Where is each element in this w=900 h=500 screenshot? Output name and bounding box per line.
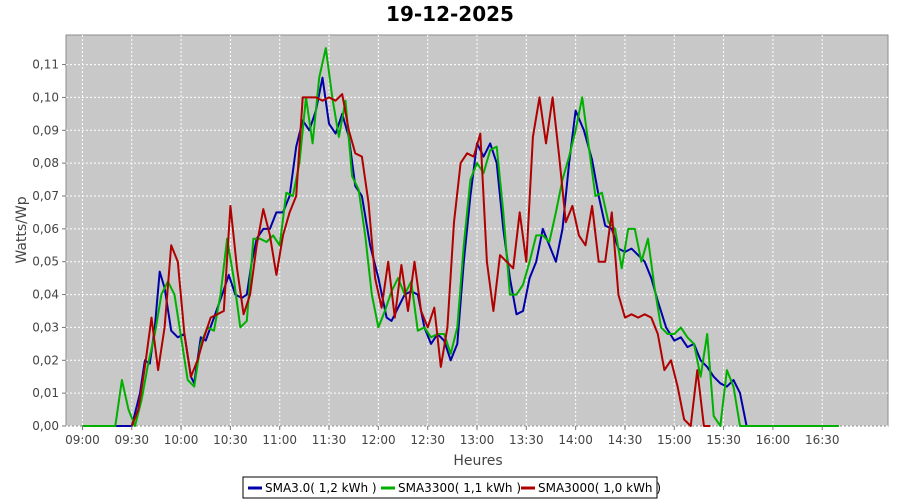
x-tick-label: 10:30 (213, 433, 248, 447)
x-tick-label: 16:00 (756, 433, 791, 447)
y-axis-label: Watts/Wp (14, 196, 30, 263)
y-tick-label: 0,03 (32, 320, 59, 334)
y-tick-label: 0,05 (32, 255, 59, 269)
x-tick-label: 09:30 (114, 433, 149, 447)
x-tick-labels: 09:00 09:30 10:00 10:30 11:00 11:30 12:00 12:30… (65, 433, 839, 447)
axes (62, 64, 823, 430)
y-tick-label: 0,08 (32, 156, 59, 170)
series-line-3 (130, 93, 711, 427)
x-tick-label: 16:30 (805, 433, 840, 447)
legend: SMA3.0( 1,2 kWh ) SMA3300( 1,1 kWh ) SMA30… (242, 476, 661, 499)
y-tick-label: 0,01 (32, 386, 59, 400)
x-tick-label: 09:00 (65, 433, 100, 447)
x-tick-label: 15:00 (657, 433, 692, 447)
x-tick-label: 11:30 (312, 433, 347, 447)
grid-lines (66, 35, 888, 427)
y-tick-label: 0,11 (32, 58, 59, 72)
series-lines (82, 47, 839, 427)
legend-label: SMA3.0( 1,2 kWh ) (265, 481, 377, 495)
x-tick-label: 15:30 (706, 433, 741, 447)
legend-label: SMA3300( 1,1 kWh ) (398, 481, 521, 495)
y-tick-label: 0,10 (32, 90, 59, 104)
y-tick-label: 0,09 (32, 123, 59, 137)
y-tick-label: 0,00 (32, 419, 59, 433)
y-tick-labels: 0,00 0,01 0,02 0,03 0,04 0,05 0,06 0,07 0,08 0,09… (32, 58, 59, 433)
y-tick-label: 0,04 (32, 288, 59, 302)
legend-label: SMA3000( 1,0 kWh ) (538, 481, 661, 495)
x-axis-label: Heures (453, 453, 502, 469)
x-tick-label: 13:00 (460, 433, 495, 447)
x-tick-label: 12:30 (410, 433, 445, 447)
y-tick-label: 0,07 (32, 189, 59, 203)
legend-box (242, 476, 658, 499)
x-tick-label: 13:30 (509, 433, 544, 447)
x-tick-label: 12:00 (361, 433, 396, 447)
x-tick-label: 11:00 (262, 433, 297, 447)
y-tick-label: 0,06 (32, 222, 59, 236)
chart-title: 19-12-2025 (386, 2, 514, 26)
y-tick-label: 0,02 (32, 353, 59, 367)
x-tick-label: 14:30 (608, 433, 643, 447)
x-tick-label: 14:00 (558, 433, 593, 447)
series-line-2 (82, 47, 839, 427)
x-tick-label: 10:00 (164, 433, 199, 447)
